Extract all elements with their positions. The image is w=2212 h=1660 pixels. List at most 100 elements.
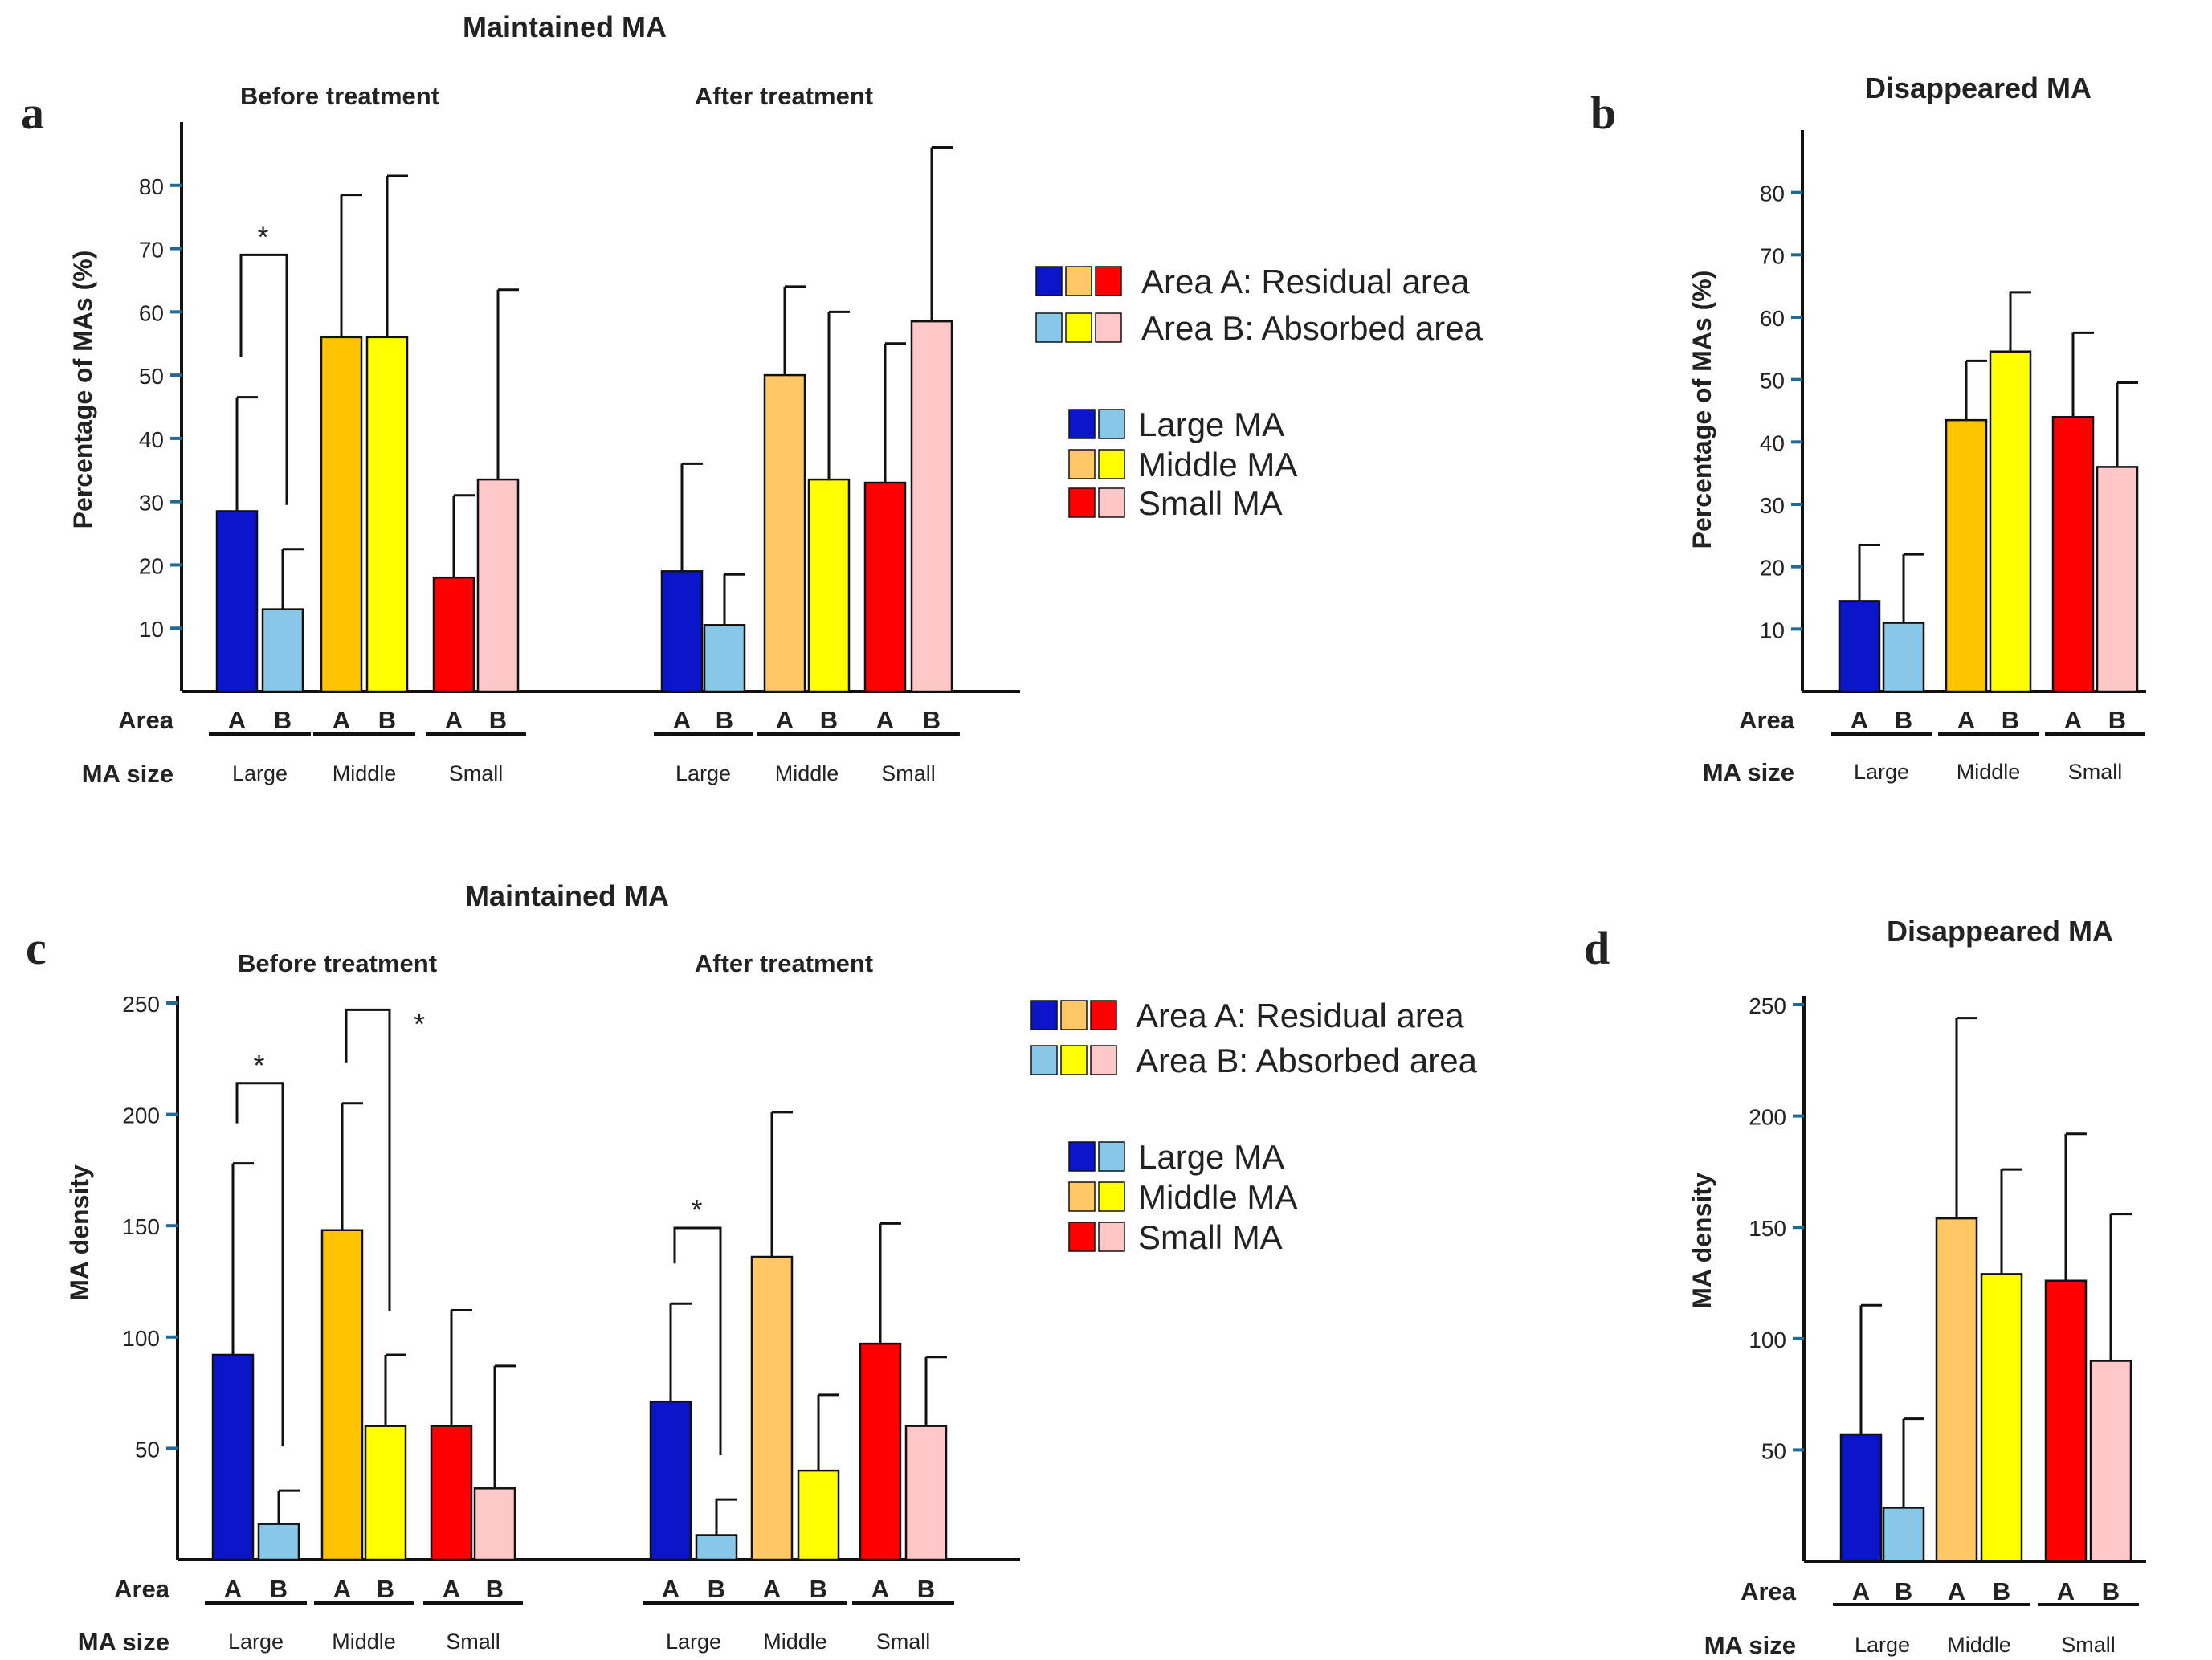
y-tick-label: 20	[139, 553, 164, 578]
significance-star: *	[414, 1007, 425, 1040]
legend-area-swatch-small-a	[1095, 266, 1122, 296]
legend-area-swatch-middle-b	[1065, 312, 1092, 343]
legend-area-c: Area A: Residual area Area B: Absorbed a…	[1030, 997, 1478, 1256]
group-title-a-before: Before treatment	[240, 82, 439, 110]
category-label-middle: Middle	[333, 761, 397, 785]
legend-size-swatch-large-a	[1068, 409, 1096, 439]
bar-large-a	[215, 510, 259, 693]
y-tick-label: 200	[122, 1103, 160, 1128]
legend-size-swatch-small-b	[1098, 1222, 1125, 1252]
area-letter-label: A	[333, 1575, 351, 1603]
legend-area-swatch-large-a	[1030, 1000, 1058, 1030]
y-tick-label: 50	[139, 364, 164, 389]
area-letter-label: A	[228, 706, 246, 734]
area-letter-label: A	[2057, 1577, 2075, 1605]
significance-bracket	[239, 253, 288, 505]
ma-size-row-label: MA size	[1704, 1631, 1796, 1659]
category-label-middle: Middle	[1947, 1633, 2011, 1657]
bar-middle-a	[1945, 418, 1988, 693]
area-letter-label: B	[377, 1575, 394, 1603]
category-label-middle: Middle	[1957, 760, 2021, 784]
y-axis-label-b: Percentage of MAs (%)	[1688, 271, 1716, 549]
y-tick-label: 150	[122, 1214, 160, 1239]
category-label-middle: Middle	[775, 761, 839, 785]
legend-size-swatch-small-b	[1098, 487, 1125, 518]
y-tick-label: 40	[1760, 430, 1785, 455]
area-letter-label: B	[270, 1575, 288, 1603]
legend-area-swatch-small-a	[1090, 1000, 1117, 1030]
bar-middle-a	[320, 336, 363, 693]
category-label-small: Small	[2068, 760, 2123, 784]
area-letter-label: B	[923, 706, 941, 734]
bar-middle-b	[1989, 350, 2032, 693]
legend-area-swatch-middle-a	[1065, 266, 1092, 296]
y-tick-label: 30	[1760, 493, 1785, 518]
bar-large-b	[1882, 622, 1925, 693]
legend-size-swatch-large-b	[1098, 409, 1125, 439]
category-label-small: Small	[876, 1629, 931, 1654]
significance-bracket	[673, 1226, 722, 1456]
bar-large-b	[1882, 1507, 1925, 1563]
legend-size-swatch-middle-b	[1098, 449, 1125, 479]
ma-size-row-label: MA size	[82, 760, 173, 788]
bar-small-a	[2051, 416, 2095, 693]
legend-area-swatch-large-a	[1035, 266, 1063, 296]
legend-area-swatch-middle-b	[1060, 1045, 1088, 1075]
panel-letter-c: c	[26, 922, 47, 974]
area-row-label: Area	[114, 1575, 170, 1603]
legend-size-swatch-middle-a	[1068, 1181, 1096, 1212]
area-letter-label: B	[274, 706, 292, 734]
y-tick-label: 30	[139, 491, 164, 516]
bar-small-b	[2089, 1360, 2132, 1563]
bar-small-b	[2096, 466, 2139, 693]
y-tick-label: 60	[1760, 306, 1785, 331]
bar-small-b	[910, 320, 953, 693]
area-letter-label: B	[917, 1575, 935, 1603]
y-tick-label: 100	[1749, 1328, 1786, 1352]
legend-large-label: Large MA	[1138, 406, 1284, 443]
panel-letter-a: a	[21, 87, 44, 139]
legend-area-swatch-middle-a	[1060, 1000, 1088, 1030]
bar-small-b	[473, 1487, 516, 1561]
y-tick-label: 20	[1760, 556, 1785, 581]
legend-area-a: Area A: Residual area Area B: Absorbed a…	[1035, 263, 1484, 522]
y-tick-label: 10	[1760, 618, 1785, 642]
bar-large-a	[1838, 600, 1881, 693]
chart-title-a: Maintained MA	[463, 10, 667, 43]
category-label-large: Large	[666, 1629, 721, 1654]
significance-star: *	[258, 220, 269, 253]
y-tick-label: 10	[139, 617, 164, 642]
bar-small-a	[863, 481, 907, 693]
chart-title-d: Disappeared MA	[1887, 915, 2113, 948]
bar-middle-b	[1980, 1273, 2023, 1563]
category-label-middle: Middle	[763, 1629, 827, 1654]
legend-area-swatch-small-b	[1095, 312, 1122, 343]
legend-small-label: Small MA	[1138, 1218, 1283, 1256]
category-label-large: Large	[1854, 760, 1909, 784]
y-tick-label: 40	[139, 427, 164, 452]
area-letter-label: A	[1851, 706, 1868, 734]
area-letter-label: B	[2102, 1577, 2120, 1605]
y-tick-label: 250	[122, 992, 160, 1017]
area-letter-label: B	[489, 706, 507, 734]
y-tick-label: 80	[1760, 181, 1785, 206]
category-label-large: Large	[675, 761, 731, 785]
y-tick-label: 50	[1761, 1438, 1786, 1463]
area-row-label: Area	[118, 706, 174, 734]
area-letter-label: B	[1895, 706, 1912, 734]
category-label-middle: Middle	[332, 1629, 396, 1654]
legend-size-swatch-large-b	[1098, 1141, 1125, 1172]
y-tick-label: 80	[139, 174, 164, 199]
significance-star: *	[692, 1193, 703, 1226]
area-row-label: Area	[1739, 706, 1795, 734]
area-letter-label: B	[378, 706, 396, 734]
area-letter-label: A	[1852, 1577, 1870, 1605]
area-letter-label: A	[224, 1575, 242, 1603]
bar-large-a	[649, 1400, 692, 1561]
ma-size-row-label: MA size	[1703, 758, 1794, 786]
chart-title-c: Maintained MA	[465, 879, 669, 912]
bar-large-b	[703, 624, 746, 693]
